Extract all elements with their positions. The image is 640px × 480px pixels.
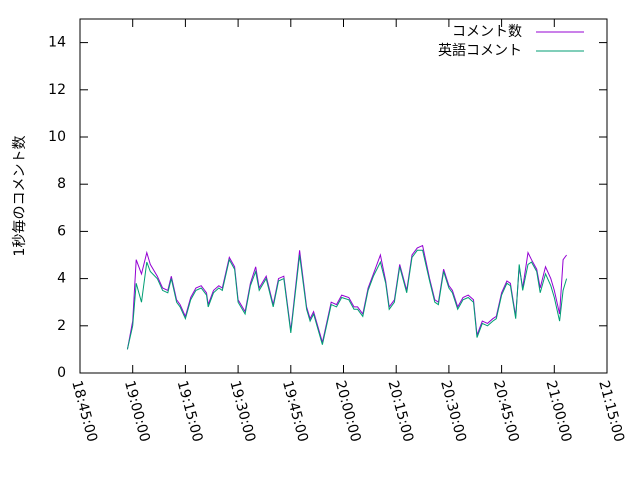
- x-tick-label: 18:45:00: [68, 379, 100, 444]
- legend-label: コメント数: [452, 24, 522, 40]
- x-tick-label: 19:30:00: [226, 379, 258, 444]
- plot-frame: [79, 18, 608, 374]
- y-tick-label: 12: [48, 82, 66, 98]
- y-tick-label: 6: [57, 223, 66, 239]
- y-tick-label: 10: [48, 129, 66, 145]
- y-tick-label: 0: [57, 365, 66, 381]
- x-tick-label: 21:00:00: [543, 379, 575, 444]
- x-tick-label: 20:00:00: [332, 379, 364, 444]
- x-tick-label: 19:00:00: [121, 379, 153, 444]
- y-tick-label: 4: [57, 271, 66, 287]
- x-tick-label: 19:45:00: [279, 379, 311, 444]
- x-tick-label: 20:45:00: [490, 379, 522, 444]
- x-tick-label: 19:15:00: [174, 379, 206, 444]
- x-tick-label: 20:30:00: [437, 379, 469, 444]
- x-tick-label: 21:15:00: [595, 379, 627, 444]
- y-axis-label: 1秒毎のコメント数: [12, 136, 28, 257]
- legend-label: 英語コメント: [438, 42, 522, 59]
- series-line: [126, 249, 568, 350]
- x-tick-label: 20:15:00: [384, 379, 416, 444]
- y-tick-label: 2: [57, 318, 66, 334]
- y-tick-label: 14: [48, 35, 66, 51]
- y-tick-label: 8: [57, 176, 66, 192]
- series-line: [126, 244, 568, 350]
